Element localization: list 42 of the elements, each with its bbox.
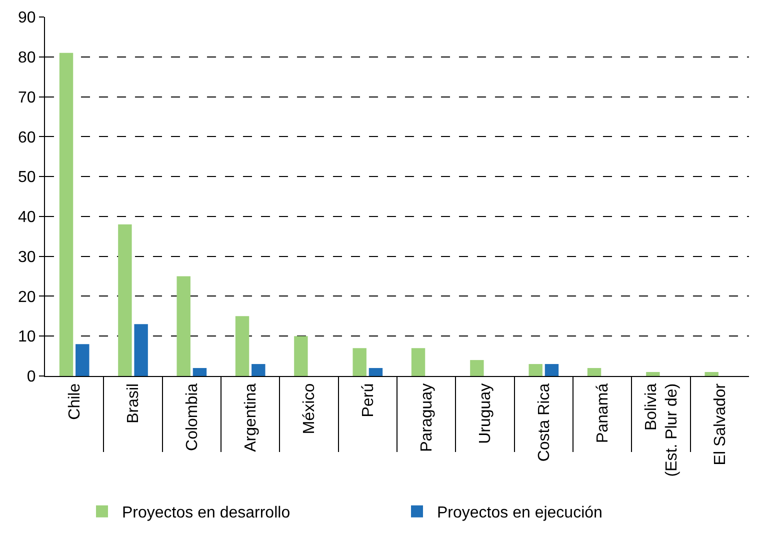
bar bbox=[192, 368, 207, 376]
x-tick-label: Costa Rica bbox=[536, 383, 553, 462]
bar bbox=[646, 372, 660, 376]
x-tick-label: Colombia bbox=[184, 383, 201, 451]
bar bbox=[76, 344, 90, 376]
bar bbox=[528, 364, 542, 376]
bar bbox=[235, 316, 250, 376]
bar bbox=[411, 348, 426, 376]
y-tick-label: 70 bbox=[18, 89, 36, 106]
y-tick-label: 40 bbox=[18, 209, 36, 226]
x-tick-label: El Salvador bbox=[712, 382, 729, 466]
x-tick-label: Bolivia (Est. Plur de) bbox=[642, 383, 681, 477]
x-tick-label: Chile bbox=[66, 383, 84, 420]
bar bbox=[352, 348, 366, 376]
bar bbox=[294, 336, 308, 376]
legend-label: Proyectos en desarrollo bbox=[122, 504, 290, 522]
bar bbox=[134, 324, 148, 376]
y-tick-label: 0 bbox=[26, 368, 36, 386]
bar bbox=[252, 364, 266, 376]
bar bbox=[368, 368, 383, 376]
y-tick-label: 90 bbox=[18, 10, 36, 27]
x-tick-label: Brasil bbox=[125, 383, 142, 424]
y-tick-label: 20 bbox=[18, 288, 36, 306]
bar bbox=[544, 364, 559, 376]
bar bbox=[176, 276, 190, 376]
bar bbox=[470, 360, 484, 376]
x-tick-label: Perú bbox=[360, 383, 377, 418]
x-tick-label: Paraguay bbox=[418, 383, 436, 452]
y-tick-label: 60 bbox=[18, 129, 36, 146]
bar bbox=[118, 224, 132, 376]
y-tick-label: 30 bbox=[18, 248, 36, 266]
x-tick-label: Uruguay bbox=[477, 383, 494, 444]
y-tick-label: 50 bbox=[18, 169, 36, 186]
x-tick-label: México bbox=[301, 383, 318, 434]
y-tick-label: 80 bbox=[18, 49, 36, 66]
bar bbox=[59, 52, 74, 376]
legend-label: Proyectos en ejecución bbox=[437, 504, 602, 522]
y-tick-label: 10 bbox=[18, 328, 36, 346]
x-tick-label: Argentina bbox=[242, 383, 260, 452]
bar bbox=[704, 372, 718, 376]
bar bbox=[587, 368, 602, 376]
x-tick-label: Panamá bbox=[594, 383, 612, 443]
